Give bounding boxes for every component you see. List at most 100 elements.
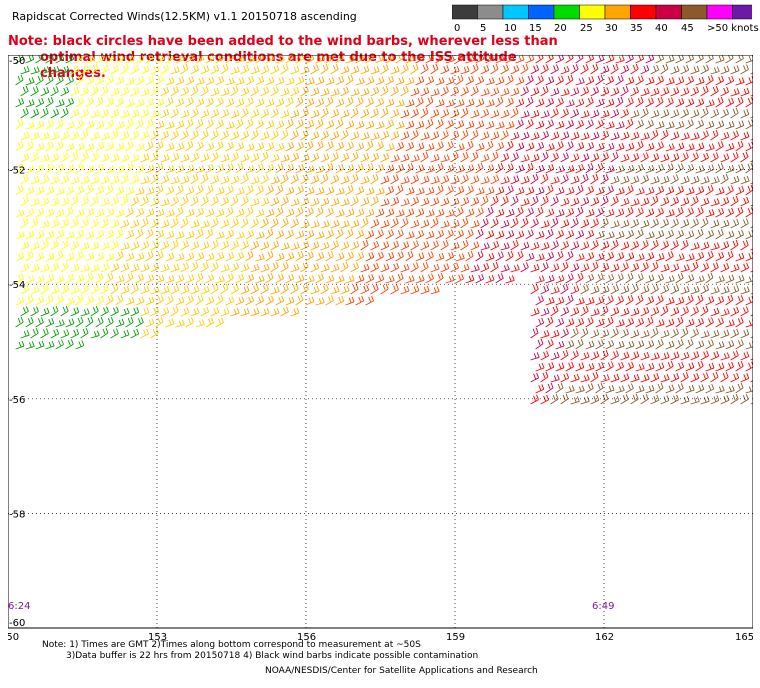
- wind-barb: [145, 318, 155, 328]
- wind-barb: [75, 185, 85, 196]
- wind-barb: [70, 285, 80, 295]
- wind-barb: [610, 175, 620, 185]
- wind-barb: [175, 55, 185, 64]
- latitude-label: -58: [9, 509, 25, 520]
- wind-barb: [410, 196, 420, 207]
- wind-barb: [360, 108, 370, 119]
- wind-barb: [270, 176, 280, 185]
- wind-barb: [355, 251, 365, 262]
- wind-barb: [155, 251, 164, 262]
- wind-barb: [535, 186, 545, 196]
- wind-barb: [555, 274, 565, 284]
- wind-barb: [685, 75, 695, 86]
- latitude-label: -54: [9, 280, 25, 291]
- wind-barb: [70, 87, 80, 97]
- wind-barb: [25, 208, 35, 218]
- wind-barb: [175, 274, 185, 284]
- wind-barb: [430, 217, 439, 229]
- wind-barb: [585, 97, 594, 108]
- wind-barb: [75, 55, 84, 64]
- wind-barb: [575, 206, 584, 218]
- wind-barb: [255, 185, 264, 196]
- wind-barb: [490, 261, 499, 273]
- wind-barb: [635, 55, 645, 64]
- wind-barb: [180, 175, 190, 185]
- wind-barb: [610, 263, 620, 273]
- wind-barb: [605, 384, 615, 394]
- wind-barb: [560, 261, 569, 273]
- wind-barb: [170, 196, 179, 207]
- wind-barb: [700, 64, 710, 75]
- wind-barb: [455, 253, 465, 262]
- wind-barb: [320, 197, 330, 207]
- wind-barb: [675, 55, 685, 64]
- wind-barb: [55, 99, 65, 108]
- wind-barb: [395, 229, 404, 240]
- wind-barb: [60, 239, 69, 251]
- wind-barb: [735, 96, 744, 108]
- wind-barb: [425, 143, 435, 152]
- wind-barb: [505, 185, 514, 196]
- wind-barb: [65, 231, 75, 240]
- wind-barb: [230, 307, 240, 317]
- wind-barb: [415, 275, 425, 284]
- wind-barb: [345, 184, 354, 196]
- wind-barb: [255, 163, 264, 174]
- wind-barb: [725, 340, 735, 350]
- wind-barb: [500, 196, 509, 207]
- wind-barb: [210, 130, 219, 141]
- wind-barb: [35, 274, 45, 284]
- wind-barb: [605, 75, 615, 86]
- wind-barb: [35, 340, 45, 350]
- wind-barb: [690, 306, 699, 317]
- wind-barb: [190, 196, 199, 207]
- wind-barb: [585, 363, 595, 372]
- wind-barb: [75, 274, 85, 284]
- wind-barb: [630, 307, 640, 317]
- wind-barb: [95, 163, 105, 174]
- wind-barb: [650, 395, 660, 405]
- wind-barb: [415, 208, 425, 218]
- wind-barb: [300, 197, 310, 207]
- wind-barb: [530, 394, 539, 405]
- wind-barb: [600, 241, 610, 251]
- wind-barb: [625, 340, 635, 350]
- wind-barb: [460, 66, 470, 75]
- wind-barb: [90, 63, 99, 75]
- wind-barb: [180, 109, 190, 119]
- wind-barb: [105, 295, 114, 306]
- wind-barb: [255, 98, 265, 108]
- wind-barb: [285, 273, 295, 284]
- wind-barb: [50, 240, 59, 251]
- wind-barb: [580, 219, 590, 229]
- wind-barb: [560, 240, 570, 251]
- wind-barb: [590, 329, 600, 339]
- wind-barb: [440, 220, 450, 229]
- wind-barb: [745, 319, 753, 328]
- wind-barb: [445, 185, 454, 196]
- wind-barb: [190, 173, 199, 185]
- wind-barb: [55, 187, 65, 196]
- wind-barb: [280, 196, 289, 207]
- legend-label-25: 25: [580, 23, 593, 34]
- wind-barb: [620, 285, 630, 295]
- wind-barb: [205, 273, 215, 284]
- wind-barb: [395, 141, 405, 152]
- wind-barb: [580, 153, 590, 163]
- wind-barb: [260, 284, 269, 295]
- wind-barb: [635, 294, 644, 306]
- wind-barb: [365, 120, 375, 130]
- wind-barb: [515, 119, 524, 130]
- wind-barb: [510, 217, 519, 229]
- wind-barb: [175, 319, 185, 328]
- wind-barb: [625, 76, 635, 86]
- wind-barb: [550, 393, 559, 405]
- wind-barb: [235, 162, 244, 174]
- wind-barb: [325, 251, 334, 262]
- wind-barb: [160, 286, 170, 295]
- wind-barb: [550, 351, 560, 361]
- wind-barb: [115, 76, 125, 86]
- wind-barb: [385, 143, 395, 152]
- wind-barb: [750, 153, 753, 163]
- wind-barb: [630, 175, 640, 185]
